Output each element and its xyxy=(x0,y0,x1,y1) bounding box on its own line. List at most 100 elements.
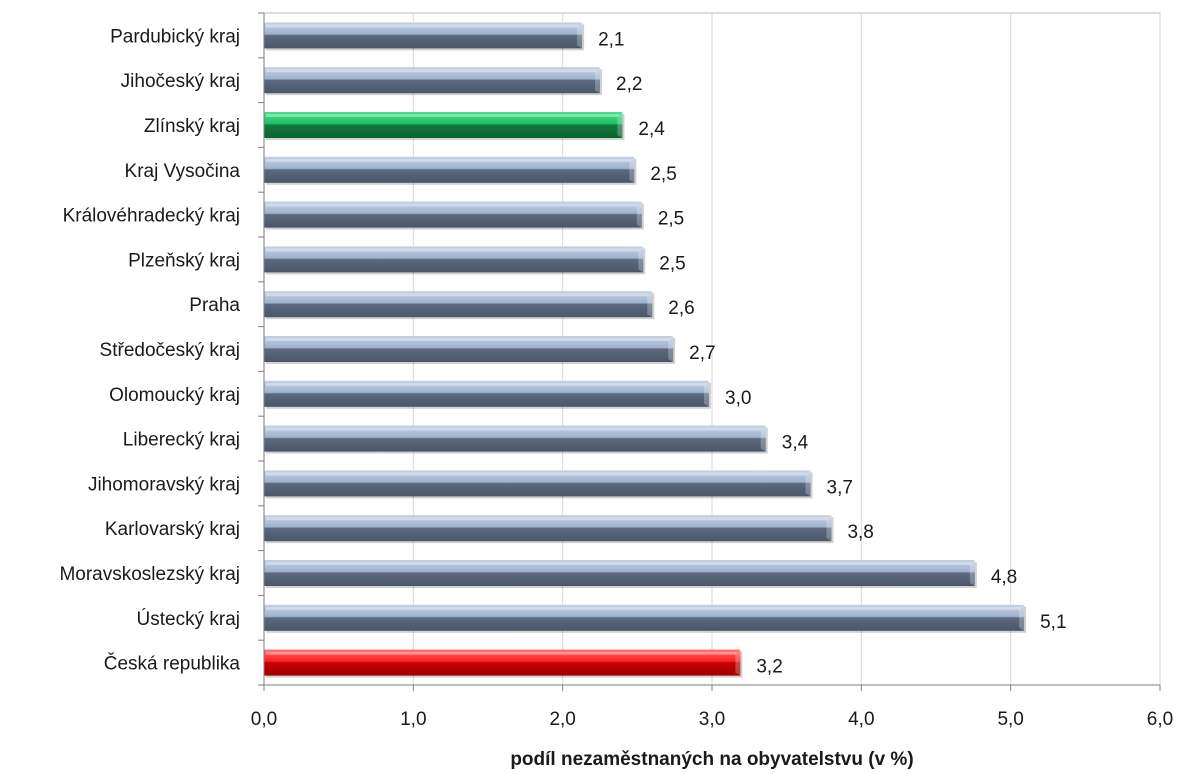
bar xyxy=(264,22,585,51)
data-label: 2,5 xyxy=(658,209,684,230)
bars xyxy=(264,22,1027,678)
data-label: 3,7 xyxy=(827,477,853,498)
data-label: 2,5 xyxy=(659,253,685,274)
category-label: Královéhradecký kraj xyxy=(63,206,240,227)
x-tick-label: 5,0 xyxy=(997,709,1023,730)
bar xyxy=(264,67,602,96)
data-label: 3,8 xyxy=(847,522,873,543)
bar-body xyxy=(264,67,600,94)
category-labels: Pardubický kraj Jihočeský kraj Zlínský kra… xyxy=(59,26,240,674)
data-label: 2,4 xyxy=(638,119,665,140)
bar xyxy=(264,604,1027,633)
bar-body xyxy=(264,560,975,586)
bar-end-bevel xyxy=(636,201,642,228)
bar-highlight xyxy=(266,517,828,521)
category-label: Kraj Vysočina xyxy=(125,161,241,182)
bar-highlight xyxy=(266,382,706,386)
bar-end-bevel xyxy=(969,560,975,586)
bar-end-bevel xyxy=(704,380,710,407)
bar xyxy=(264,515,834,544)
bar xyxy=(264,112,625,140)
x-tick-label: 2,0 xyxy=(549,709,575,730)
bar xyxy=(264,380,712,409)
bar-highlight xyxy=(266,203,638,207)
data-label: 2,5 xyxy=(650,164,676,185)
category-label: Zlínský kraj xyxy=(144,116,240,137)
category-label: Liberecký kraj xyxy=(123,430,240,451)
bar-highlight xyxy=(266,562,971,565)
x-tick-label: 0,0 xyxy=(251,709,277,730)
bar-end-bevel xyxy=(629,156,635,183)
category-label: Moravskoslezský kraj xyxy=(59,564,240,585)
bar-end-bevel xyxy=(826,515,832,542)
bar-body xyxy=(264,291,653,318)
bar-highlight xyxy=(266,158,631,162)
bar xyxy=(264,470,813,499)
bar xyxy=(264,560,977,588)
bar-end-bevel xyxy=(638,246,644,273)
x-axis-ticks: 0,0 1,0 2,0 3,0 4,0 5,0 6,0 xyxy=(251,685,1173,730)
data-label: 2,6 xyxy=(668,298,694,319)
bar-body xyxy=(264,604,1025,631)
bar-body xyxy=(264,380,710,407)
bar-body xyxy=(264,649,741,676)
x-tick-label: 6,0 xyxy=(1147,709,1173,730)
bar-highlight xyxy=(266,472,807,476)
bar-end-bevel xyxy=(1019,604,1025,631)
category-label: Olomoucký kraj xyxy=(109,385,240,406)
bar-body xyxy=(264,156,635,183)
bar-highlight xyxy=(266,69,596,73)
bar-highlight xyxy=(266,338,670,341)
bar-end-bevel xyxy=(617,112,623,138)
category-label: Středočeský kraj xyxy=(100,340,240,361)
data-label: 3,0 xyxy=(725,388,751,409)
bar-body xyxy=(264,515,832,542)
data-label: 3,2 xyxy=(756,657,782,678)
bar-end-bevel xyxy=(595,67,600,94)
data-label: 2,7 xyxy=(689,343,715,364)
bar xyxy=(264,246,646,275)
bar-body xyxy=(264,246,644,273)
category-label: Plzeňský kraj xyxy=(128,250,240,271)
x-tick-label: 1,0 xyxy=(400,709,426,730)
bar-highlight xyxy=(266,606,1021,610)
bar-body xyxy=(264,470,811,497)
data-label: 2,1 xyxy=(598,29,624,50)
bar xyxy=(264,156,637,185)
data-labels: 2,1 2,2 2,4 2,5 2,5 2,5 2,6 2,7 3,0 3,4 3,7 3,8 4,8 5… xyxy=(598,29,1066,677)
bar-end-bevel xyxy=(735,649,741,676)
bar-body xyxy=(264,336,674,362)
bar xyxy=(264,425,768,454)
bar-highlight xyxy=(266,427,762,431)
category-label: Česká republika xyxy=(104,653,241,675)
bar-end-bevel xyxy=(760,425,766,452)
bar xyxy=(264,336,676,364)
category-label: Praha xyxy=(189,295,240,316)
bar xyxy=(264,291,655,320)
bar-end-bevel xyxy=(668,336,674,362)
bar-body xyxy=(264,112,623,138)
bar xyxy=(264,649,743,678)
bar-highlight xyxy=(266,114,619,117)
bar xyxy=(264,201,644,230)
category-label: Jihomoravský kraj xyxy=(88,474,240,495)
x-tick-label: 3,0 xyxy=(699,709,725,730)
x-axis-title: podíl nezaměstnaných na obyvatelstvu (v … xyxy=(510,749,913,770)
data-label: 2,2 xyxy=(616,74,642,95)
bar-body xyxy=(264,425,766,452)
category-label: Pardubický kraj xyxy=(110,26,240,47)
category-label: Karlovarský kraj xyxy=(105,519,240,540)
bar-highlight xyxy=(266,293,649,297)
category-label: Jihočeský kraj xyxy=(121,71,240,92)
bar-body xyxy=(264,22,583,49)
bar-highlight xyxy=(266,248,640,252)
bar-end-bevel xyxy=(647,291,653,318)
data-label: 4,8 xyxy=(991,567,1017,588)
x-tick-label: 4,0 xyxy=(848,709,874,730)
category-label: Ústecký kraj xyxy=(137,608,240,630)
bar-body xyxy=(264,201,642,228)
bar-end-bevel xyxy=(805,470,811,497)
data-label: 5,1 xyxy=(1040,612,1066,633)
bar-end-bevel xyxy=(577,22,583,49)
bar-highlight xyxy=(266,24,579,28)
